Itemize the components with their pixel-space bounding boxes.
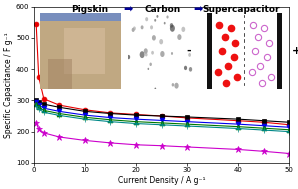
Ellipse shape — [154, 19, 156, 22]
Ellipse shape — [170, 23, 173, 28]
Bar — [48, 59, 72, 89]
Ellipse shape — [127, 55, 130, 59]
Text: Carbon: Carbon — [144, 5, 181, 14]
Text: -: - — [187, 46, 191, 56]
Ellipse shape — [149, 63, 152, 66]
Ellipse shape — [156, 15, 159, 18]
Ellipse shape — [159, 39, 163, 44]
X-axis label: Current Density / A g⁻¹: Current Density / A g⁻¹ — [118, 176, 205, 185]
Bar — [64, 28, 105, 74]
Ellipse shape — [170, 25, 175, 32]
Ellipse shape — [184, 66, 187, 70]
Text: Pigskin: Pigskin — [71, 5, 108, 14]
Ellipse shape — [141, 25, 144, 29]
Ellipse shape — [145, 53, 148, 57]
Ellipse shape — [166, 15, 169, 19]
Text: Supercapacitor: Supercapacitor — [203, 5, 280, 14]
Text: ➡: ➡ — [193, 5, 203, 15]
Ellipse shape — [154, 88, 156, 90]
Ellipse shape — [150, 25, 153, 29]
Bar — [277, 13, 282, 89]
Ellipse shape — [171, 52, 173, 55]
Ellipse shape — [174, 83, 179, 89]
Ellipse shape — [181, 27, 185, 32]
Ellipse shape — [172, 83, 174, 87]
Bar — [40, 13, 121, 21]
Text: +: + — [291, 46, 298, 56]
Y-axis label: Specific Capacitance / F g⁻¹: Specific Capacitance / F g⁻¹ — [4, 32, 13, 138]
Text: ➡: ➡ — [123, 5, 133, 15]
Ellipse shape — [148, 68, 149, 70]
Ellipse shape — [189, 67, 192, 72]
Ellipse shape — [132, 28, 135, 32]
Ellipse shape — [145, 17, 148, 21]
Ellipse shape — [133, 26, 136, 30]
Ellipse shape — [140, 51, 145, 58]
Ellipse shape — [164, 22, 166, 24]
Ellipse shape — [188, 53, 191, 57]
Ellipse shape — [177, 34, 181, 40]
Bar — [207, 13, 212, 89]
Ellipse shape — [144, 48, 148, 54]
Ellipse shape — [151, 51, 154, 55]
Ellipse shape — [152, 35, 156, 41]
Ellipse shape — [160, 51, 164, 57]
